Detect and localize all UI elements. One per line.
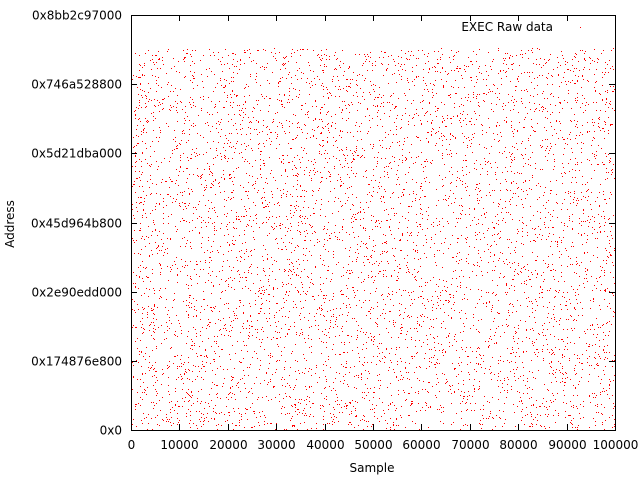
- x-axis: 0 10000 20000 30000 40000 50000 60000 70000 8000…: [128, 15, 639, 452]
- y-tick-label: 0x0: [100, 424, 122, 438]
- y-tick-label: 0x746a528800: [31, 78, 122, 92]
- x-tick-label: 0: [128, 438, 136, 452]
- y-tick-label: 0x5d21dba000: [31, 147, 122, 161]
- x-tick-label: 90000: [548, 438, 586, 452]
- x-axis-label: Sample: [350, 461, 395, 475]
- x-tick-label: 40000: [306, 438, 344, 452]
- x-tick-label: 70000: [451, 438, 489, 452]
- y-axis: 0x0 0x174876e800 0x2e90edd000 0x45d964b800 0…: [31, 9, 615, 438]
- x-tick-label: 20000: [209, 438, 247, 452]
- y-tick-label: 0x2e90edd000: [31, 286, 122, 300]
- legend-marker: [580, 27, 581, 28]
- y-tick-label: 0x45d964b800: [31, 217, 122, 231]
- x-tick-label: 60000: [402, 438, 440, 452]
- legend: EXEC Raw data: [461, 20, 581, 34]
- x-tick-label: 50000: [354, 438, 392, 452]
- x-tick-label: 10000: [160, 438, 198, 452]
- y-axis-label: Address: [3, 200, 17, 248]
- x-tick-label: 80000: [499, 438, 537, 452]
- x-tick-label: 100000: [593, 438, 639, 452]
- y-tick-label: 0x174876e800: [31, 355, 122, 369]
- y-tick-label: 0x8bb2c97000: [32, 9, 122, 23]
- legend-label: EXEC Raw data: [461, 20, 553, 34]
- x-tick-label: 30000: [257, 438, 295, 452]
